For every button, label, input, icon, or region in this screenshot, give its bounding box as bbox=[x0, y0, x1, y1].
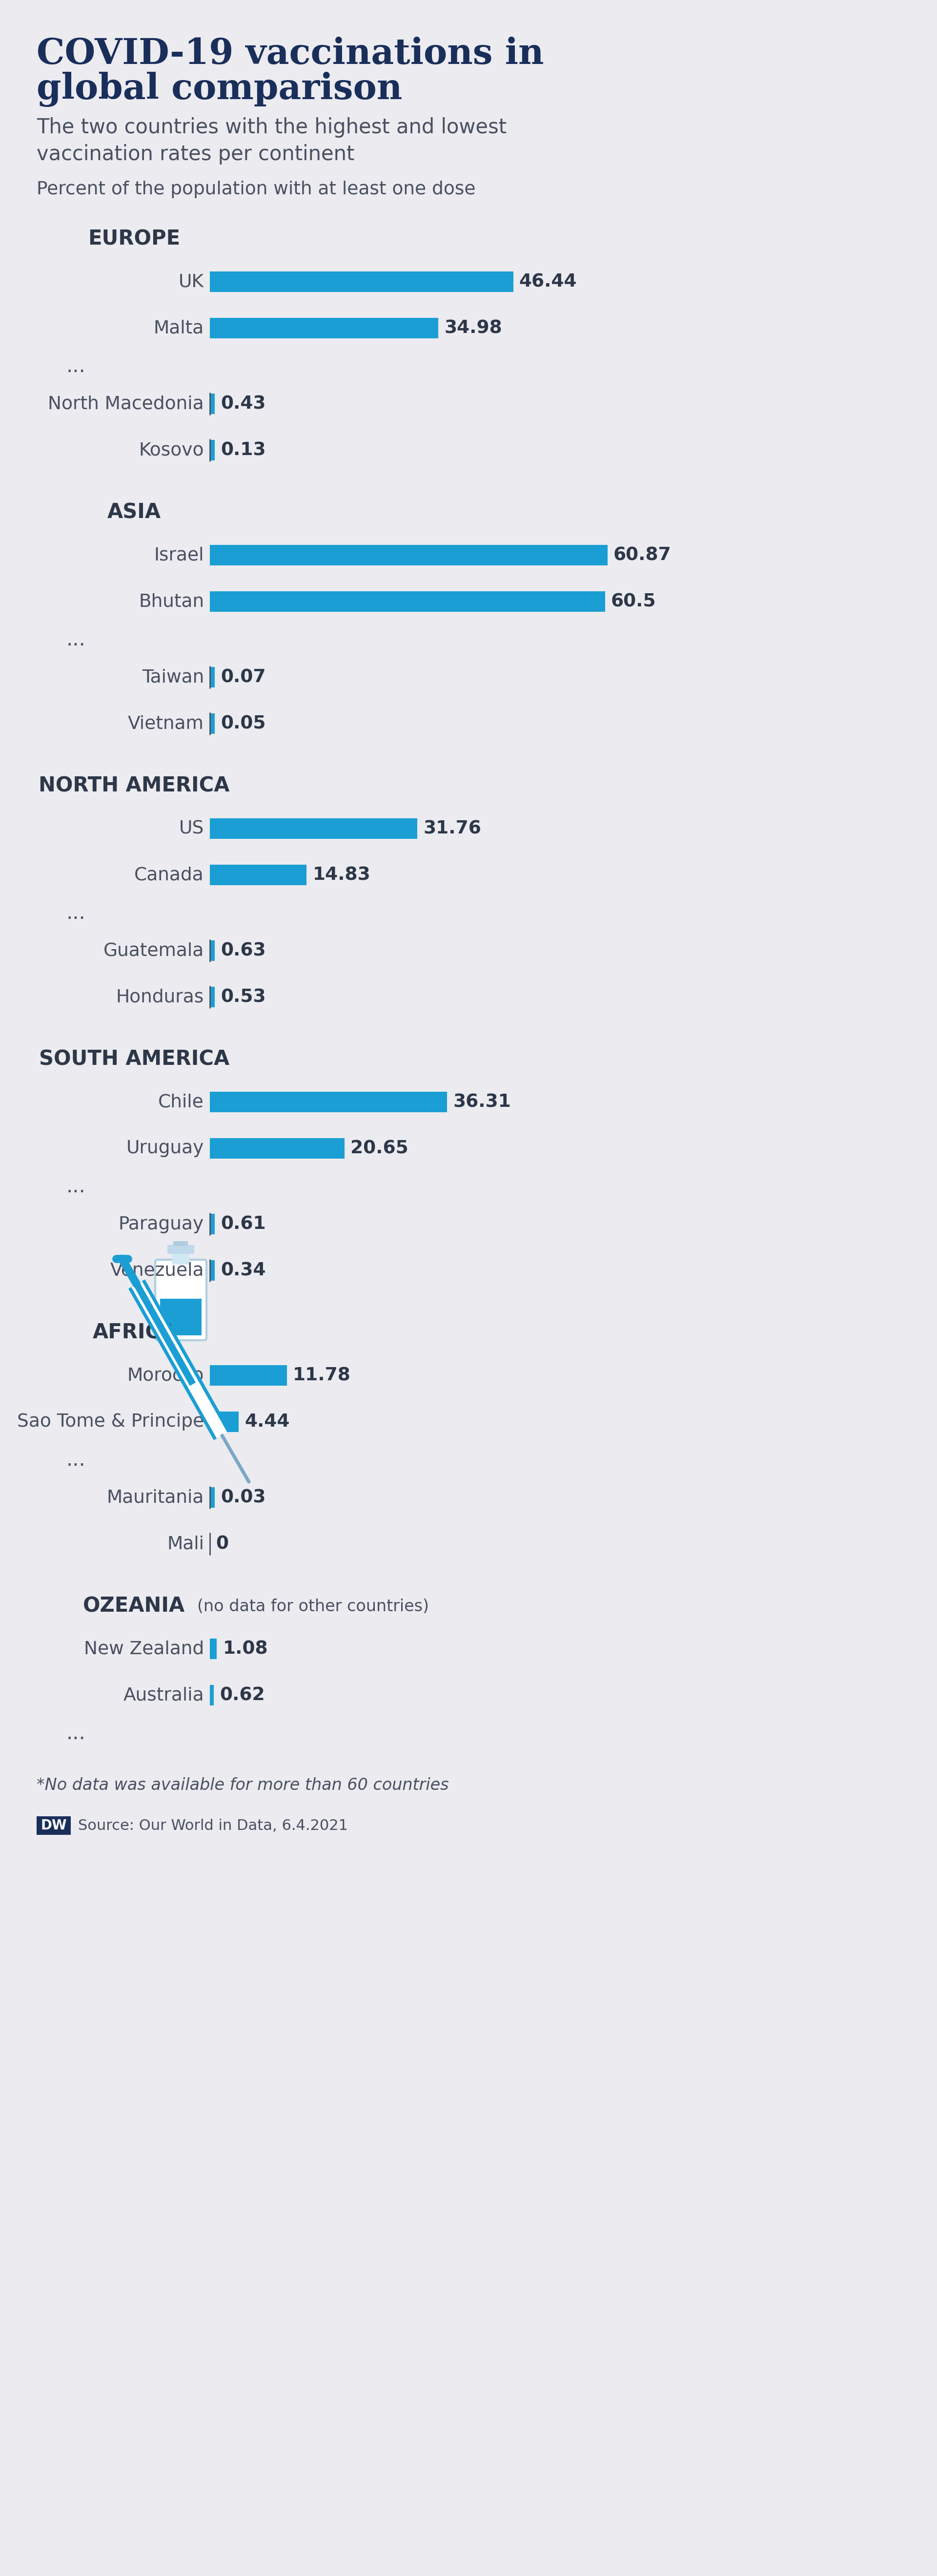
Text: ASIA: ASIA bbox=[108, 502, 161, 523]
Text: 20.65: 20.65 bbox=[350, 1139, 409, 1157]
Text: Canada: Canada bbox=[134, 866, 204, 884]
Text: AFRICA: AFRICA bbox=[93, 1321, 176, 1342]
Text: 0.07: 0.07 bbox=[220, 670, 266, 685]
Bar bbox=[210, 1412, 239, 1432]
Text: 0: 0 bbox=[216, 1535, 229, 1553]
Text: Honduras: Honduras bbox=[116, 989, 204, 1007]
Text: New Zealand: New Zealand bbox=[83, 1641, 204, 1659]
Text: 1.08: 1.08 bbox=[223, 1641, 268, 1659]
Bar bbox=[210, 592, 605, 611]
Text: (no data for other countries): (no data for other countries) bbox=[197, 1597, 429, 1615]
Text: Source: Our World in Data, 6.4.2021: Source: Our World in Data, 6.4.2021 bbox=[78, 1819, 348, 1832]
Bar bbox=[168, 1244, 194, 1255]
Bar bbox=[210, 866, 306, 886]
Text: 0.13: 0.13 bbox=[220, 440, 266, 459]
Text: Vietnam: Vietnam bbox=[128, 716, 204, 732]
Text: ...: ... bbox=[66, 629, 85, 649]
Text: 36.31: 36.31 bbox=[453, 1092, 511, 1110]
Text: Paraguay: Paraguay bbox=[118, 1216, 204, 1234]
FancyBboxPatch shape bbox=[156, 1260, 206, 1340]
Text: Australia: Australia bbox=[123, 1687, 204, 1705]
Bar bbox=[210, 1260, 215, 1280]
Text: 0.63: 0.63 bbox=[220, 943, 266, 961]
Bar bbox=[210, 1486, 215, 1507]
Bar bbox=[210, 714, 215, 734]
Bar bbox=[210, 546, 607, 564]
Text: 11.78: 11.78 bbox=[292, 1368, 350, 1383]
Bar bbox=[210, 270, 513, 291]
Bar bbox=[210, 1092, 447, 1113]
Text: 60.87: 60.87 bbox=[614, 546, 671, 564]
Text: The two countries with the highest and lowest
vaccination rates per continent: The two countries with the highest and l… bbox=[37, 116, 507, 165]
Text: ...: ... bbox=[66, 1723, 85, 1744]
Text: 60.5: 60.5 bbox=[611, 592, 656, 611]
Bar bbox=[173, 1242, 188, 1247]
Bar bbox=[210, 1685, 214, 1705]
Text: Venezuela: Venezuela bbox=[110, 1262, 204, 1280]
Text: 0.53: 0.53 bbox=[220, 989, 266, 1007]
Bar bbox=[210, 1365, 287, 1386]
Text: ...: ... bbox=[66, 1177, 85, 1198]
Bar bbox=[210, 940, 215, 961]
Text: 34.98: 34.98 bbox=[444, 319, 502, 337]
Text: UK: UK bbox=[179, 273, 204, 291]
Text: Mauritania: Mauritania bbox=[107, 1489, 204, 1507]
Text: ...: ... bbox=[66, 355, 85, 376]
Text: Israel: Israel bbox=[154, 546, 204, 564]
Bar bbox=[210, 1213, 215, 1234]
Bar bbox=[210, 819, 417, 840]
Text: 46.44: 46.44 bbox=[519, 273, 577, 291]
Bar bbox=[210, 987, 215, 1007]
Text: Malta: Malta bbox=[154, 319, 204, 337]
Text: global comparison: global comparison bbox=[37, 72, 402, 108]
Text: NORTH AMERICA: NORTH AMERICA bbox=[38, 775, 230, 796]
Text: EUROPE: EUROPE bbox=[88, 229, 180, 250]
Text: 0.61: 0.61 bbox=[220, 1216, 266, 1234]
Text: 0.43: 0.43 bbox=[220, 394, 266, 412]
Text: 14.83: 14.83 bbox=[313, 866, 370, 884]
Text: Bhutan: Bhutan bbox=[139, 592, 204, 611]
Text: *No data was available for more than 60 countries: *No data was available for more than 60 … bbox=[37, 1777, 449, 1793]
Text: SOUTH AMERICA: SOUTH AMERICA bbox=[39, 1048, 230, 1069]
Text: Percent of the population with at least one dose: Percent of the population with at least … bbox=[37, 180, 476, 198]
Text: ...: ... bbox=[66, 902, 85, 922]
Bar bbox=[210, 394, 215, 415]
Text: 4.44: 4.44 bbox=[245, 1414, 290, 1430]
Text: Uruguay: Uruguay bbox=[126, 1139, 204, 1157]
Text: Kosovo: Kosovo bbox=[139, 440, 204, 459]
Bar bbox=[210, 1139, 345, 1159]
Bar bbox=[210, 1638, 216, 1659]
Bar bbox=[37, 1816, 71, 1834]
Text: Taiwan: Taiwan bbox=[141, 670, 204, 685]
Text: US: US bbox=[179, 819, 204, 837]
Text: 0.62: 0.62 bbox=[220, 1687, 265, 1705]
Text: Chile: Chile bbox=[158, 1092, 204, 1110]
Bar bbox=[172, 1252, 189, 1265]
Bar bbox=[210, 440, 215, 461]
Text: Mali: Mali bbox=[167, 1535, 204, 1553]
Text: 0.05: 0.05 bbox=[220, 716, 266, 732]
Text: 0.03: 0.03 bbox=[220, 1489, 266, 1507]
Text: DW: DW bbox=[40, 1819, 67, 1832]
Bar bbox=[210, 667, 215, 688]
Text: Sao Tome & Principe: Sao Tome & Principe bbox=[17, 1414, 204, 1430]
Text: OZEANIA: OZEANIA bbox=[83, 1597, 186, 1618]
Text: 0.34: 0.34 bbox=[220, 1262, 266, 1280]
Bar bbox=[160, 1298, 201, 1334]
Text: 31.76: 31.76 bbox=[424, 819, 482, 837]
Text: Guatemala: Guatemala bbox=[103, 943, 204, 961]
Text: North Macedonia: North Macedonia bbox=[48, 394, 204, 412]
Text: Morocco: Morocco bbox=[127, 1368, 204, 1383]
Text: ...: ... bbox=[66, 1450, 85, 1471]
Bar bbox=[210, 317, 439, 337]
Text: COVID-19 vaccinations in: COVID-19 vaccinations in bbox=[37, 36, 543, 72]
